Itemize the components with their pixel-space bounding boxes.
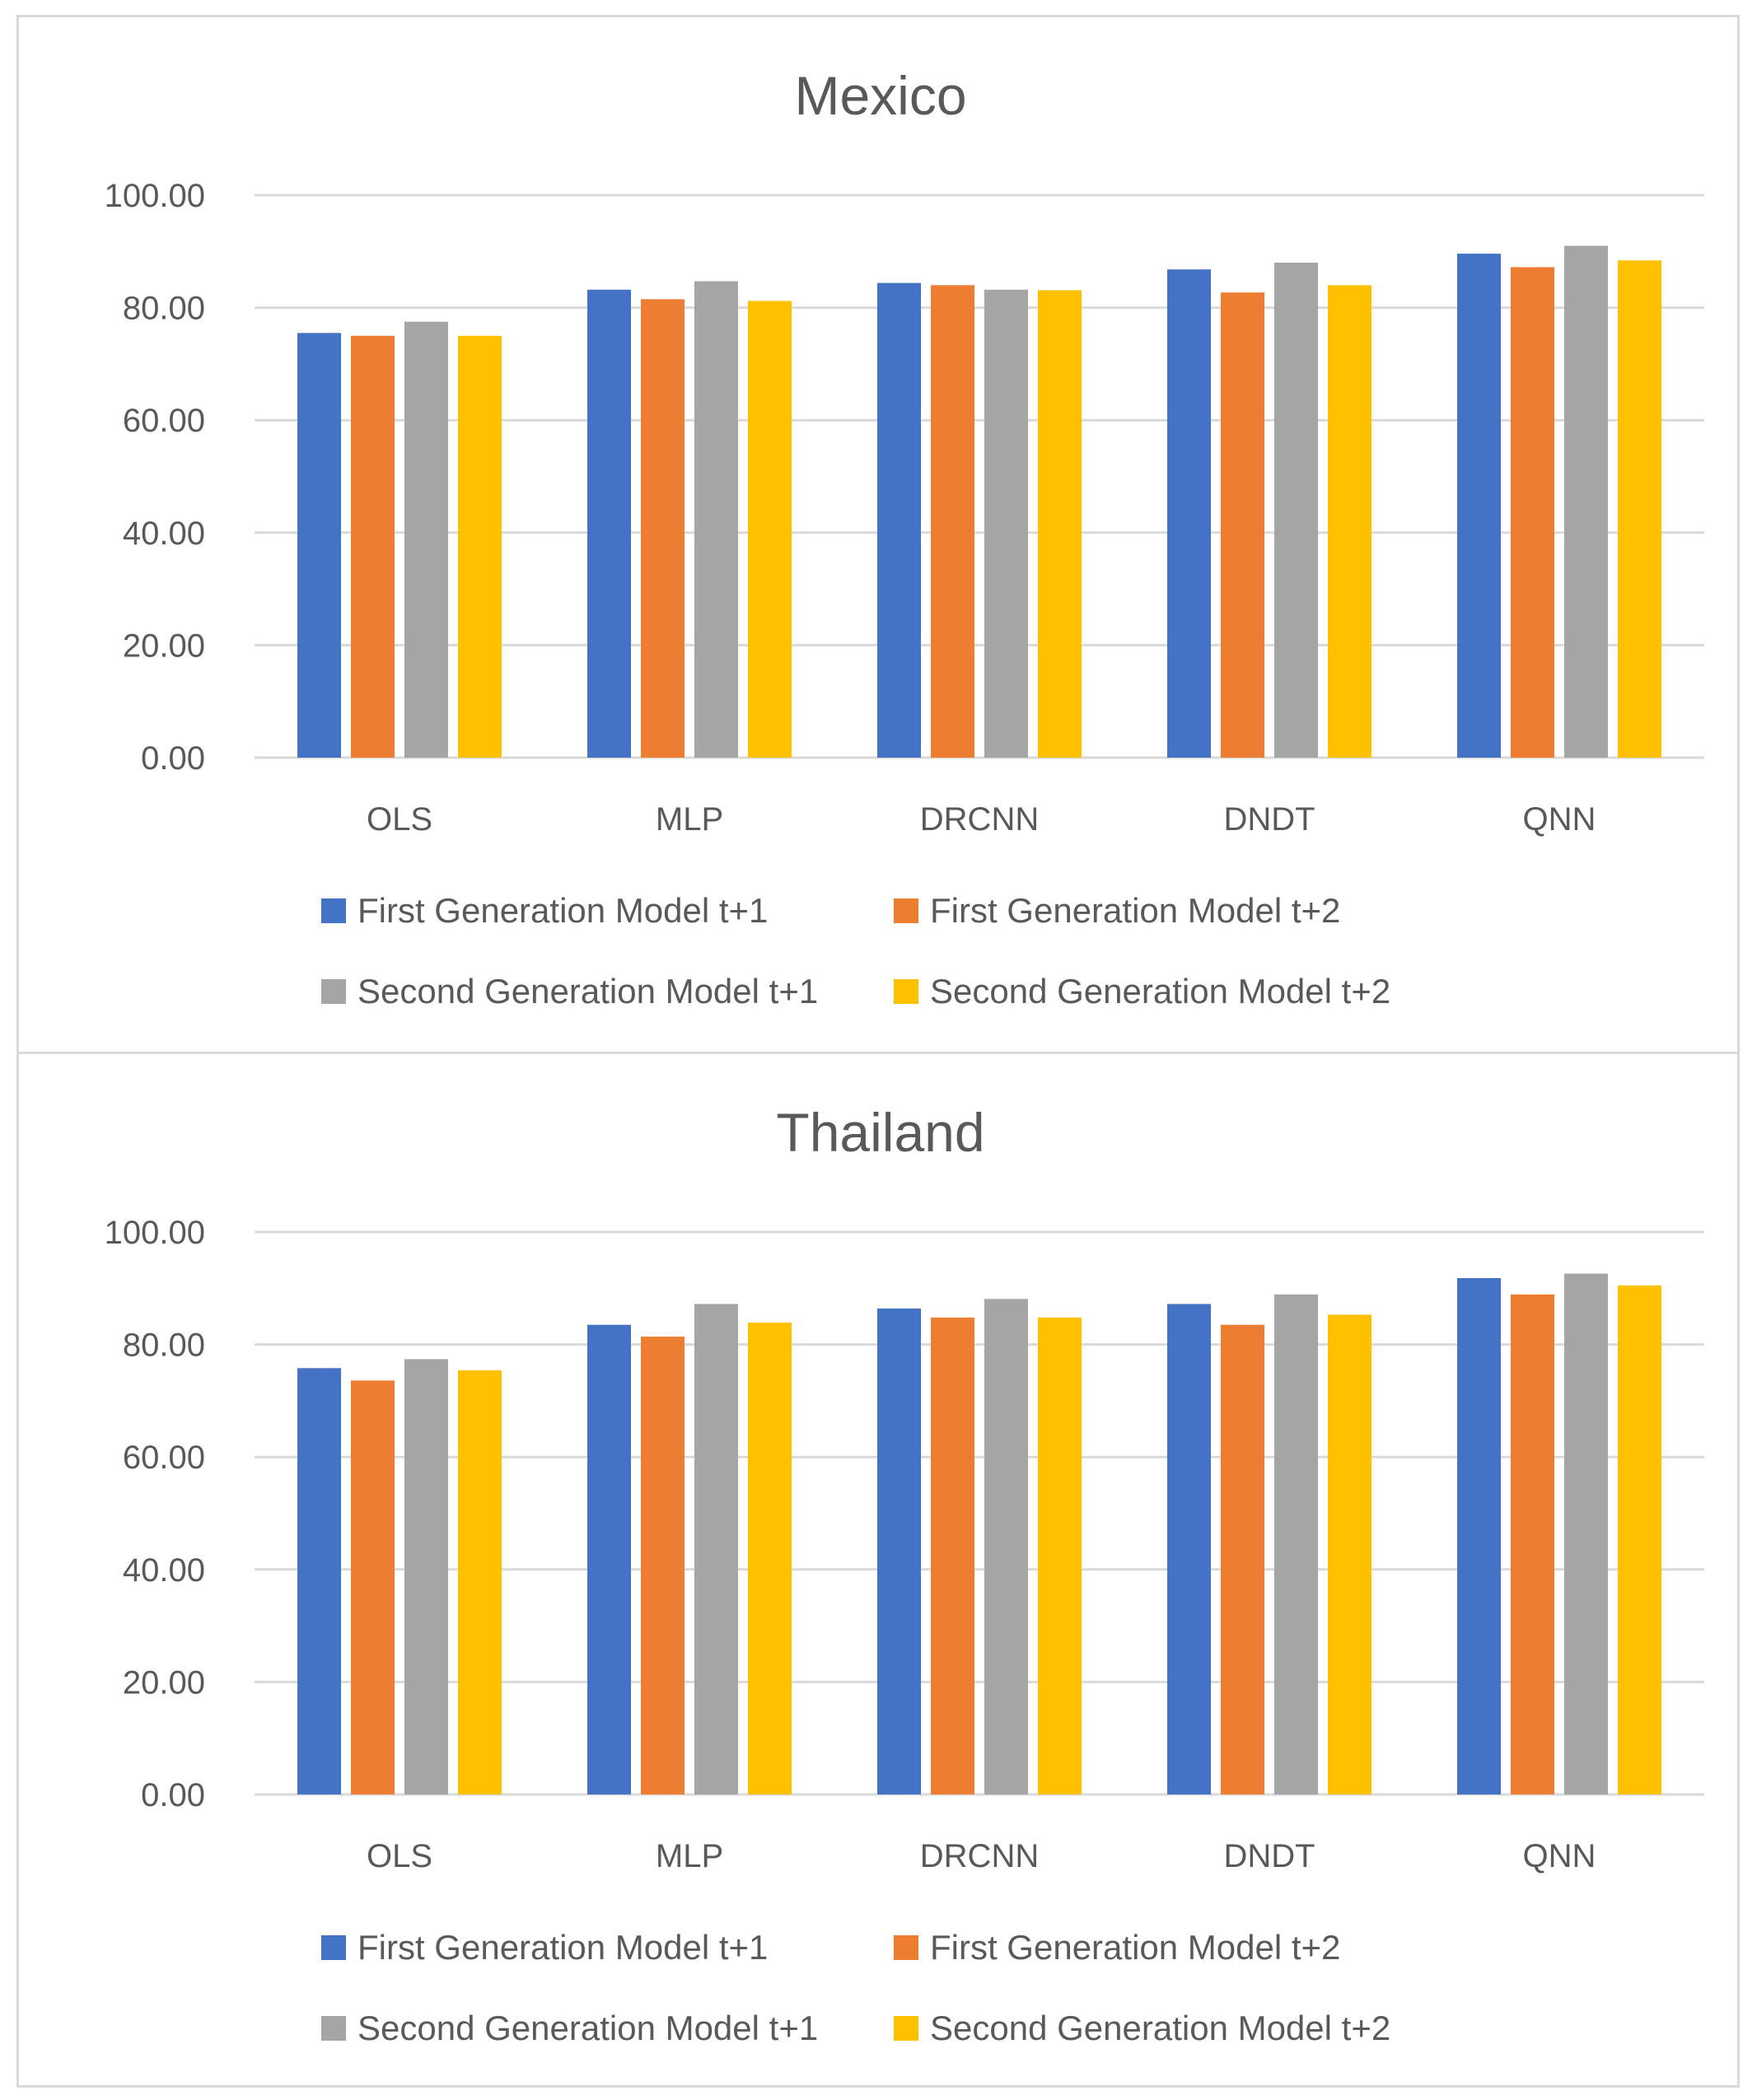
legend-label: Second Generation Model t+2	[930, 2009, 1390, 2047]
y-tick-label: 40.00	[123, 1552, 205, 1589]
legend-label: First Generation Model t+2	[930, 891, 1340, 930]
bar-ols-series-2	[351, 1380, 395, 1794]
bar-qnn-series-2	[1511, 267, 1554, 758]
bar-qnn-series-1	[1457, 254, 1501, 758]
bar-mlp-series-4	[748, 301, 792, 758]
bar-dndt-series-2	[1221, 1324, 1264, 1794]
y-tick-label: 40.00	[123, 516, 205, 552]
y-tick-label: 60.00	[123, 1440, 205, 1476]
bar-dndt-series-2	[1221, 292, 1264, 758]
y-tick-label: 0.00	[141, 740, 205, 777]
y-tick-label: 0.00	[141, 1777, 205, 1813]
bar-drcnn-series-2	[931, 1317, 974, 1794]
bar-mlp-series-1	[587, 1324, 631, 1794]
legend-swatch	[894, 2016, 918, 2041]
bar-qnn-series-2	[1511, 1294, 1554, 1794]
bar-qnn-series-4	[1618, 1285, 1661, 1794]
chart-svg-mexico: Mexico 0.00 20.00 40.00 60.00 80.00 100.00 OLS M…	[105, 65, 1704, 1010]
bar-dndt-series-1	[1167, 1304, 1211, 1794]
bar-drcnn-series-1	[877, 282, 921, 758]
x-category-label: OLS	[367, 1838, 432, 1874]
bar-qnn-series-4	[1618, 260, 1661, 758]
legend-label: Second Generation Model t+1	[357, 2009, 818, 2047]
bar-ols-series-3	[404, 321, 448, 758]
bar-mlp-series-2	[641, 299, 685, 758]
x-category-label: DNDT	[1223, 1838, 1315, 1874]
bar-qnn-series-3	[1564, 1273, 1608, 1794]
y-tick-label: 80.00	[123, 291, 205, 327]
bar-ols-series-2	[351, 335, 395, 758]
x-category-label: MLP	[656, 1838, 723, 1874]
bar-dndt-series-1	[1167, 269, 1211, 758]
chart-panel-mexico: Mexico 0.00 20.00 40.00 60.00 80.00 100.00 OLS M…	[16, 15, 1740, 1054]
bar-drcnn-series-3	[984, 1299, 1028, 1794]
x-category-label: DNDT	[1223, 801, 1315, 838]
bar-mlp-series-4	[748, 1322, 792, 1794]
bar-drcnn-series-4	[1038, 290, 1082, 758]
bar-drcnn-series-1	[877, 1308, 921, 1794]
bar-qnn-series-3	[1564, 245, 1608, 758]
bar-dndt-series-4	[1328, 1314, 1371, 1794]
legend-label: First Generation Model t+1	[357, 891, 768, 930]
y-tick-label: 20.00	[123, 628, 205, 664]
x-category-label: QNN	[1523, 801, 1596, 838]
bar-ols-series-4	[458, 1370, 502, 1794]
x-category-label: MLP	[656, 801, 723, 838]
legend-label: First Generation Model t+2	[930, 1928, 1340, 1967]
y-tick-label: 80.00	[123, 1328, 205, 1364]
bar-drcnn-series-3	[984, 289, 1028, 758]
bar-dndt-series-3	[1274, 1294, 1318, 1794]
chart-title: Thailand	[776, 1102, 984, 1163]
y-tick-label: 20.00	[123, 1664, 205, 1701]
bar-ols-series-1	[297, 1368, 341, 1794]
bar-mlp-series-3	[694, 281, 738, 758]
bar-mlp-series-1	[587, 289, 631, 758]
legend-swatch	[894, 1935, 918, 1960]
legend-label: First Generation Model t+1	[357, 1928, 768, 1967]
legend-label: Second Generation Model t+2	[930, 972, 1390, 1010]
legend-swatch	[894, 898, 918, 923]
legend-swatch	[321, 898, 346, 923]
bar-ols-series-1	[297, 333, 341, 758]
bar-drcnn-series-4	[1038, 1317, 1082, 1794]
chart-title: Mexico	[794, 65, 966, 126]
legend-swatch	[321, 979, 346, 1004]
x-category-label: QNN	[1523, 1838, 1596, 1874]
chart-panel-thailand: Thailand 0.00 20.00 40.00 60.00 80.00 100.00 OL…	[16, 1052, 1740, 2088]
legend-label: Second Generation Model t+1	[357, 972, 818, 1010]
x-category-label: DRCNN	[920, 1838, 1039, 1874]
bar-mlp-series-3	[694, 1304, 738, 1794]
bar-ols-series-3	[404, 1359, 448, 1794]
legend-swatch	[321, 2016, 346, 2041]
legend-swatch	[321, 1935, 346, 1960]
x-category-label: OLS	[367, 801, 432, 838]
y-tick-label: 100.00	[105, 1215, 205, 1251]
bar-ols-series-4	[458, 335, 502, 758]
bar-dndt-series-4	[1328, 285, 1371, 758]
bar-drcnn-series-2	[931, 285, 974, 758]
y-tick-label: 100.00	[105, 178, 205, 214]
legend-swatch	[894, 979, 918, 1004]
x-category-label: DRCNN	[920, 801, 1039, 838]
bar-mlp-series-2	[641, 1337, 685, 1794]
y-tick-label: 60.00	[123, 403, 205, 439]
bar-qnn-series-1	[1457, 1278, 1501, 1794]
chart-svg-thailand: Thailand 0.00 20.00 40.00 60.00 80.00 100.00 OL…	[105, 1102, 1704, 2047]
bar-dndt-series-3	[1274, 262, 1318, 758]
